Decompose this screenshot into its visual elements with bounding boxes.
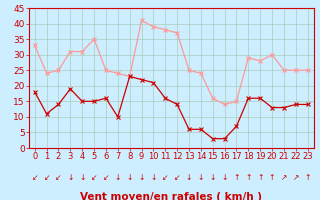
Text: ↗: ↗ bbox=[292, 173, 299, 182]
Text: ↓: ↓ bbox=[126, 173, 133, 182]
Text: ↓: ↓ bbox=[198, 173, 204, 182]
Text: ↓: ↓ bbox=[115, 173, 121, 182]
Text: ↑: ↑ bbox=[233, 173, 240, 182]
Text: ↙: ↙ bbox=[32, 173, 38, 182]
Text: ↓: ↓ bbox=[186, 173, 192, 182]
Text: ↑: ↑ bbox=[245, 173, 252, 182]
Text: ↙: ↙ bbox=[55, 173, 62, 182]
Text: ↓: ↓ bbox=[221, 173, 228, 182]
Text: ↓: ↓ bbox=[210, 173, 216, 182]
Text: ↑: ↑ bbox=[269, 173, 275, 182]
Text: ↗: ↗ bbox=[281, 173, 287, 182]
Text: ↑: ↑ bbox=[304, 173, 311, 182]
Text: ↙: ↙ bbox=[162, 173, 168, 182]
Text: ↓: ↓ bbox=[79, 173, 85, 182]
Text: ↓: ↓ bbox=[67, 173, 74, 182]
Text: ↑: ↑ bbox=[257, 173, 263, 182]
Text: ↓: ↓ bbox=[150, 173, 156, 182]
Text: Vent moyen/en rafales ( km/h ): Vent moyen/en rafales ( km/h ) bbox=[80, 192, 262, 200]
Text: ↓: ↓ bbox=[138, 173, 145, 182]
Text: ↙: ↙ bbox=[174, 173, 180, 182]
Text: ↙: ↙ bbox=[91, 173, 97, 182]
Text: ↙: ↙ bbox=[103, 173, 109, 182]
Text: ↙: ↙ bbox=[44, 173, 50, 182]
